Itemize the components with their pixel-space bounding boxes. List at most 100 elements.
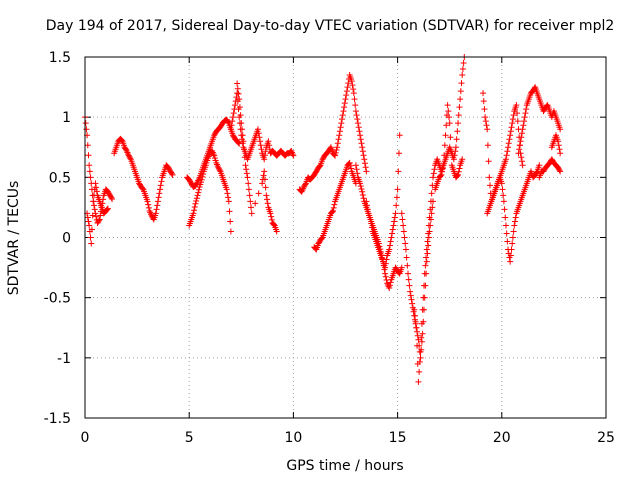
- data-point: [510, 228, 517, 235]
- y-tick-label: -0.5: [44, 291, 71, 307]
- data-point: [459, 72, 466, 79]
- data-point: [154, 198, 161, 205]
- data-point: [459, 156, 466, 163]
- data-point: [169, 171, 176, 178]
- data-point: [517, 138, 524, 145]
- x-tick-label: 10: [284, 430, 302, 446]
- data-point: [364, 202, 371, 209]
- data-point: [254, 126, 261, 133]
- data-point: [127, 155, 134, 162]
- data-point: [360, 195, 367, 202]
- y-tick-label: 0.5: [49, 170, 71, 186]
- data-point: [352, 162, 359, 169]
- data-point: [347, 162, 354, 169]
- data-point: [505, 140, 512, 147]
- data-point: [406, 282, 413, 289]
- data-point: [84, 142, 91, 149]
- data-point: [243, 170, 250, 177]
- data-point: [158, 178, 165, 185]
- data-point: [343, 92, 350, 99]
- data-point: [247, 198, 254, 205]
- data-point: [513, 102, 520, 109]
- data-point: [357, 180, 364, 187]
- data-point: [503, 230, 510, 237]
- data-point: [265, 138, 272, 145]
- data-point: [193, 180, 200, 187]
- data-point: [480, 90, 487, 97]
- data-point: [484, 142, 491, 149]
- data-point: [455, 171, 462, 178]
- data-point: [92, 180, 99, 187]
- data-point: [505, 144, 512, 151]
- data-point: [427, 198, 434, 205]
- data-point: [400, 228, 407, 235]
- data-point: [480, 98, 487, 105]
- data-point: [228, 122, 235, 129]
- data-point: [353, 166, 360, 173]
- data-point: [403, 254, 410, 261]
- data-point: [246, 192, 253, 199]
- data-point: [267, 210, 274, 217]
- data-point: [93, 213, 100, 220]
- data-point: [243, 166, 250, 173]
- data-point: [145, 204, 152, 211]
- data-point: [557, 150, 564, 157]
- data-point: [332, 152, 339, 159]
- data-point: [353, 112, 360, 119]
- data-point: [441, 142, 448, 149]
- data-point: [439, 165, 446, 172]
- data-point: [97, 212, 104, 219]
- data-point: [336, 132, 343, 139]
- data-point: [521, 118, 528, 125]
- data-point: [232, 102, 239, 109]
- data-point: [508, 246, 515, 253]
- data-point: [339, 112, 346, 119]
- data-point: [359, 148, 366, 155]
- data-point: [498, 180, 505, 187]
- data-point: [422, 262, 429, 269]
- data-point: [88, 240, 95, 247]
- data-point: [139, 185, 146, 192]
- data-point: [118, 137, 125, 144]
- data-point: [460, 60, 467, 67]
- data-point: [190, 210, 197, 217]
- data-point: [248, 204, 255, 211]
- data-point: [230, 110, 237, 117]
- data-point: [361, 160, 368, 167]
- data-point: [330, 204, 337, 211]
- data-point: [261, 168, 268, 175]
- data-point: [423, 258, 430, 265]
- chart-title: Day 194 of 2017, Sidereal Day-to-day VTE…: [46, 18, 615, 34]
- data-point: [193, 197, 200, 204]
- data-point: [334, 144, 341, 151]
- data-point: [354, 116, 361, 123]
- data-point: [386, 242, 393, 249]
- data-point: [84, 214, 91, 221]
- data-point: [258, 146, 265, 153]
- x-axis-label: GPS time / hours: [286, 458, 403, 474]
- data-point: [264, 196, 271, 203]
- data-point: [88, 226, 95, 233]
- data-point: [504, 148, 511, 155]
- data-point: [418, 320, 425, 327]
- data-point: [223, 186, 230, 193]
- data-point: [225, 118, 232, 125]
- data-point: [441, 152, 448, 159]
- data-point: [337, 124, 344, 131]
- data-point: [229, 118, 236, 125]
- data-point: [457, 88, 464, 95]
- data-point: [401, 234, 408, 241]
- data-point: [409, 300, 416, 307]
- data-point: [248, 210, 255, 217]
- data-point: [387, 279, 394, 286]
- data-point: [109, 195, 116, 202]
- data-point: [440, 162, 447, 169]
- data-point: [506, 136, 513, 143]
- data-point: [91, 202, 98, 209]
- data-point: [511, 218, 518, 225]
- data-point: [90, 198, 97, 205]
- data-point: [257, 142, 264, 149]
- data-point: [426, 214, 433, 221]
- data-point: [425, 222, 432, 229]
